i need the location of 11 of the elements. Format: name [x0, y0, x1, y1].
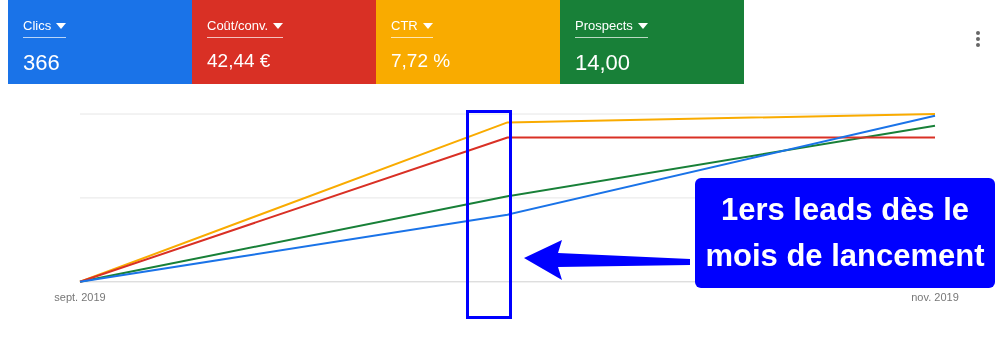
text: Prospects — [575, 18, 633, 33]
text: Coût/conv. — [207, 18, 269, 33]
x-tick-label: sept. 2019 — [54, 291, 106, 304]
text: 42,44 € — [207, 50, 271, 72]
text: 7,72 % — [391, 50, 451, 72]
text: CTR — [391, 18, 418, 33]
text: 14,00 — [575, 50, 631, 76]
text: Clics — [23, 18, 52, 33]
annotation: 1ers leads dès le mois de lancement — [704, 191, 986, 275]
text: 366 — [23, 50, 60, 76]
x-tick-label: nov. 2019 — [911, 291, 959, 304]
